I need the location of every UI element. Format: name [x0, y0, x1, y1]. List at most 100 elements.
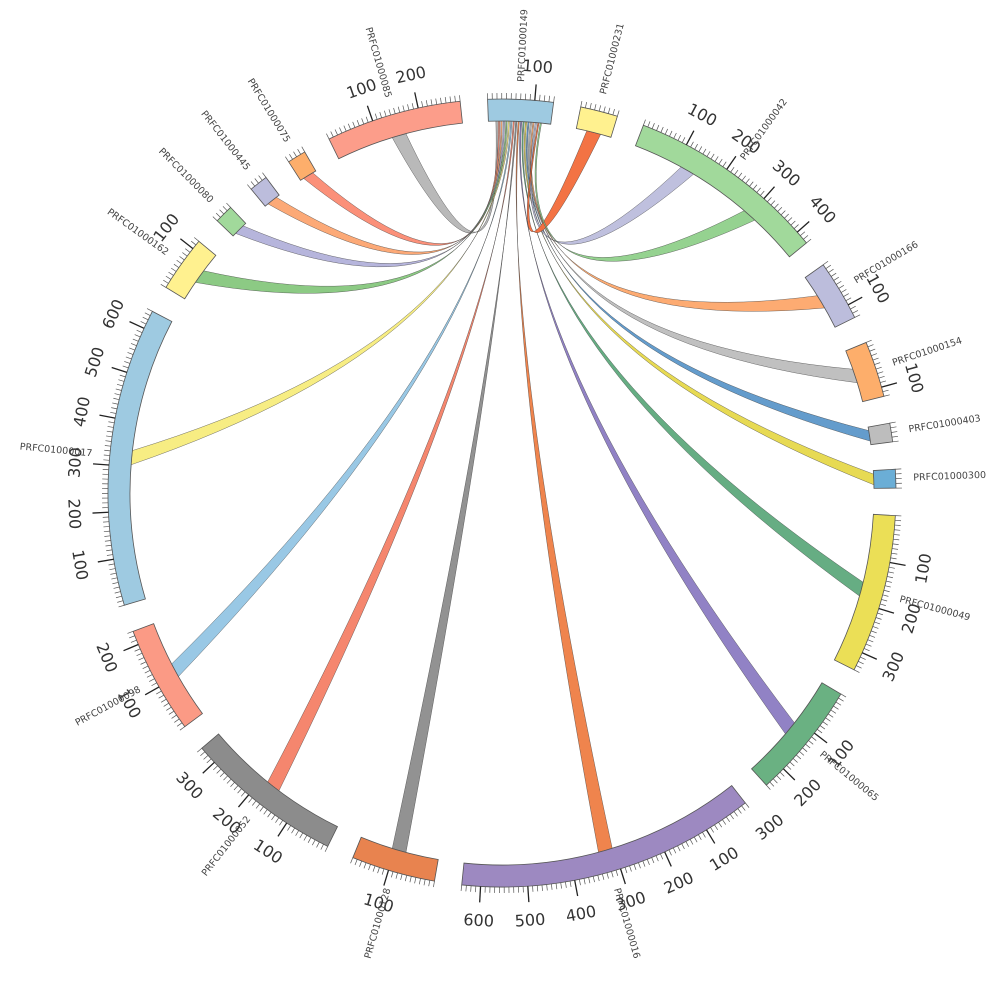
minor-tick [718, 822, 723, 828]
minor-tick [786, 765, 792, 770]
minor-tick [393, 107, 396, 114]
minor-tick [881, 599, 888, 602]
minor-tick [106, 430, 113, 433]
tick-label: 600 [463, 910, 495, 931]
minor-tick [555, 883, 558, 890]
minor-tick [197, 747, 203, 753]
minor-tick [880, 380, 887, 383]
minor-tick [134, 334, 141, 338]
minor-tick [655, 855, 659, 862]
segment-label-prfc01000231: PRFC01000231 [598, 22, 627, 95]
minor-tick [444, 97, 447, 104]
minor-tick [891, 552, 898, 555]
minor-tick [890, 426, 897, 429]
segment-prfc01000300 [872, 468, 897, 489]
minor-tick [629, 865, 632, 872]
minor-tick [111, 577, 118, 580]
minor-tick [223, 775, 228, 781]
minor-tick [875, 366, 882, 370]
minor-tick [289, 153, 293, 160]
minor-tick [893, 534, 900, 536]
minor-tick [109, 568, 116, 571]
minor-tick [191, 240, 197, 246]
minor-tick [110, 572, 117, 575]
major-tick [534, 84, 537, 101]
major-tick [881, 382, 898, 388]
minor-tick [560, 882, 562, 889]
minor-tick [606, 872, 609, 879]
major-tick [782, 768, 796, 781]
minor-tick [830, 709, 837, 714]
minor-tick [129, 635, 135, 639]
minor-tick [690, 141, 694, 148]
minor-tick [681, 843, 685, 850]
minor-tick [541, 884, 543, 891]
minor-tick [850, 305, 856, 310]
segment-prfc01000128 [352, 836, 439, 882]
minor-tick [460, 884, 463, 891]
segment-prfc01000016 [461, 785, 746, 888]
minor-tick [702, 148, 707, 155]
minor-tick [643, 119, 646, 126]
minor-tick [565, 881, 567, 888]
minor-tick [892, 440, 899, 443]
minor-tick [254, 178, 259, 184]
minor-tick [222, 206, 228, 211]
minor-tick [129, 347, 135, 351]
minor-tick [430, 99, 433, 106]
minor-tick [585, 101, 587, 108]
minor-tick [793, 224, 799, 229]
minor-tick [681, 137, 686, 143]
segment-prfc01000065 [751, 682, 842, 786]
minor-tick [726, 816, 731, 823]
minor-tick [176, 722, 183, 727]
minor-tick [388, 109, 391, 116]
minor-tick [279, 820, 284, 826]
minor-tick [702, 832, 706, 838]
tick-label: 100 [344, 75, 379, 103]
minor-tick [874, 621, 881, 625]
minor-tick [825, 264, 831, 269]
major-tick [111, 366, 128, 373]
minor-tick [838, 697, 844, 702]
minor-tick [103, 526, 110, 528]
minor-tick [617, 110, 620, 117]
minor-tick [828, 268, 834, 273]
minor-tick [777, 207, 783, 212]
minor-tick [168, 271, 174, 276]
minor-tick [151, 682, 157, 687]
tick-label: 300 [65, 447, 86, 479]
minor-tick [174, 718, 180, 723]
minor-tick [546, 884, 548, 891]
minor-tick [425, 100, 428, 107]
major-tick [763, 186, 776, 200]
link-prfc01000149-to-prfc01000085 [391, 120, 498, 234]
minor-tick [334, 129, 338, 136]
major-tick [202, 761, 215, 774]
minor-tick [706, 151, 711, 157]
minor-tick [330, 131, 334, 138]
minor-tick [878, 375, 885, 379]
minor-tick [875, 617, 882, 620]
minor-tick [347, 123, 351, 130]
minor-tick [226, 778, 232, 784]
major-tick [861, 652, 878, 660]
minor-tick [250, 181, 256, 187]
minor-tick [664, 128, 668, 135]
minor-tick [291, 827, 295, 834]
major-tick [813, 732, 828, 744]
minor-tick [882, 389, 889, 393]
minor-tick [660, 853, 664, 860]
minor-tick [877, 371, 884, 374]
minor-tick [112, 402, 119, 405]
links-layer [130, 120, 875, 853]
minor-tick [118, 379, 125, 382]
segment-prfc01000042 [634, 124, 808, 258]
tick-label: 100 [250, 835, 286, 868]
minor-tick [170, 267, 177, 272]
minor-tick [397, 106, 401, 113]
minor-tick [845, 297, 852, 302]
minor-tick [219, 209, 225, 215]
minor-tick [854, 314, 861, 318]
